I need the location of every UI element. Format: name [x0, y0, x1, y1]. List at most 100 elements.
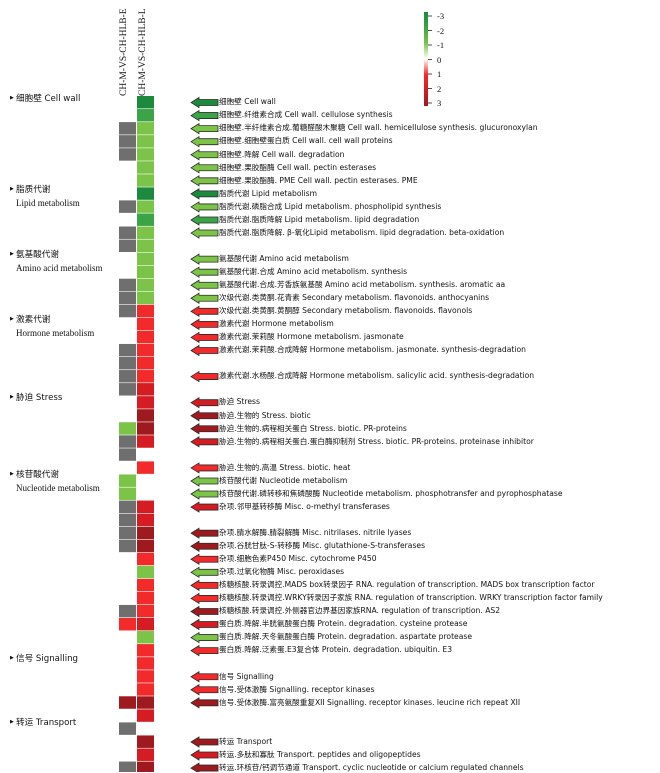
heatmap-cell-l — [137, 200, 154, 213]
heatmap-cell-e — [119, 122, 136, 135]
heatmap-cell-l — [137, 357, 154, 370]
pathway-label: 信号.受体激酶.富亮氨酸重复XII Signalling. receptor k… — [219, 697, 521, 707]
category-title: 核苷酸代谢 — [16, 470, 59, 480]
arrow-icon — [190, 201, 219, 213]
heatmap-cell-l — [137, 239, 154, 252]
heatmap-cell-e — [119, 539, 136, 553]
heatmap-cell-l — [137, 370, 154, 383]
pathway-label: 转运.环核苷/钙调节通道 Transport. cyclic nucleotid… — [219, 762, 524, 772]
category-title: 脂质代谢 — [16, 185, 51, 195]
pathway-label: 胁迫.生物的.病程相关蛋白 Stress. biotic. PR-protein… — [219, 423, 407, 433]
heatmap-cell-l — [137, 317, 154, 331]
legend-tick-label: 1 — [437, 69, 442, 79]
category-title: 细胞壁 Cell wall — [16, 94, 81, 104]
pathway-label: 核糖核酸.转录调控.MADS box转录因子 RNA. regulation o… — [219, 580, 595, 590]
heatmap-cell-e — [119, 474, 136, 487]
category-subtitle: Amino acid metabolism — [16, 263, 103, 273]
arrow-icon — [190, 462, 219, 474]
heatmap-cell-l — [137, 565, 154, 579]
pathway-label: 蛋白质.降解.半胱氨酸蛋白酶 Protein. degradation. cys… — [219, 619, 468, 629]
heatmap-cell-e — [119, 696, 136, 709]
pathway-label: 杂项.谷胱甘肽-S-转移酶 Misc. glutathione-S-transf… — [219, 541, 426, 550]
pathway-label: 脂质代谢.脂质降解 Lipid metabolism. lipid degrad… — [219, 214, 420, 224]
heatmap-cell-l — [137, 265, 154, 279]
heatmap-cell-l — [137, 422, 154, 435]
pathway-label: 核糖核酸.转录调控.WRKY转录因子家族 RNA. regulation of … — [219, 593, 603, 603]
heatmap-cell-l — [137, 604, 154, 618]
heatmap-cell-e — [119, 722, 136, 735]
bullet-icon: ▶ — [10, 394, 14, 400]
arrow-icon — [190, 684, 219, 696]
category-title: 胁迫 Stress — [16, 393, 63, 403]
heatmap-cell-l — [137, 135, 154, 148]
category-label: ▶ 转运 Transport — [10, 716, 76, 730]
pathway-label: 蛋白质.降解.泛素蛋.E3复合体 Protein. degradation. u… — [219, 645, 453, 655]
heatmap-cell-e — [119, 618, 136, 631]
arrow-icon — [190, 122, 219, 135]
arrow-icon — [190, 671, 219, 683]
heatmap-cell-e — [119, 422, 136, 435]
heatmap-cell-l — [137, 578, 154, 592]
heatmap-cell-e — [119, 304, 136, 318]
pathway-label: 激素代谢.茉莉酸 Hormone metabolism. jasmonate — [219, 332, 404, 342]
arrow-icon — [190, 279, 219, 291]
pathway-label: 激素代谢 Hormone metabolism — [219, 319, 334, 329]
heatmap-cell-l — [137, 761, 154, 772]
bullet-icon: ▶ — [10, 95, 14, 101]
pathway-label: 细胞壁 Cell wall — [219, 97, 276, 107]
heatmap-cell-l — [137, 696, 154, 709]
heatmap-cell-l — [137, 591, 154, 605]
arrow-icon — [190, 96, 219, 109]
category-subtitle: Hormone metabolism — [16, 328, 95, 338]
pathway-label: 转运 Transport — [219, 736, 273, 746]
heatmap-cell-e — [119, 291, 136, 305]
arrow-icon — [190, 605, 219, 618]
pathway-label: 胁迫 Stress — [219, 397, 260, 407]
heatmap-cell-e — [119, 239, 136, 252]
pathway-label: 氨基酸代谢.合成.芳香族氨基酸 Amino acid metabolism. s… — [219, 280, 506, 289]
pathway-label: 细胞壁.降解 Cell wall. degradation — [219, 149, 345, 159]
category-title: 转运 Transport — [16, 718, 77, 728]
heatmap-cell-l — [137, 161, 154, 174]
heatmap-cell-l — [137, 409, 154, 422]
category-subtitle: Nucleotide metabolism — [16, 483, 100, 493]
heatmap-cell-l — [137, 461, 154, 474]
pathway-label: 胁迫.生物的 Stress. biotic — [219, 410, 311, 420]
heatmap-cell-e — [119, 370, 136, 383]
pathway-label: 激素代谢.水杨酸.合成降解 Hormone metabolism. salicy… — [219, 371, 535, 381]
arrow-icon — [190, 188, 219, 200]
heatmap-cell-e — [119, 500, 136, 513]
pathway-label: 杂项.细胞色素P450 Misc. cytochrome P450 — [219, 554, 377, 564]
pathway-label: 激素代谢.茉莉酸.合成降解 Hormone metabolism. jasmon… — [219, 345, 526, 355]
pathway-label: 胁迫.生物的.高温 Stress. biotic. heat — [219, 462, 351, 472]
heatmap-cell-l — [137, 552, 154, 566]
category-title: 信号 Signalling — [16, 654, 78, 664]
arrow-icon — [190, 631, 219, 644]
arrow-icon — [190, 253, 219, 265]
heatmap-cell-e — [119, 604, 136, 618]
heatmap-cell-l — [137, 539, 154, 553]
arrow-icon — [190, 592, 219, 605]
category-title: 激素代谢 — [16, 315, 51, 325]
arrow-icon — [190, 475, 219, 487]
heatmap-cell-l — [137, 226, 154, 239]
heatmap-cell-l — [137, 644, 154, 657]
legend-tick-label: -2 — [437, 25, 445, 36]
legend-tick-label: -1 — [437, 40, 445, 50]
heatmap-cell-e — [119, 343, 136, 357]
pathway-label: 核苷酸代谢 Nucleotide metabolism — [219, 475, 348, 485]
heatmap-cell-l — [137, 148, 154, 161]
heatmap-cell-l — [137, 213, 154, 226]
heatmap-cell-e — [119, 226, 136, 239]
pathway-label: 转运.多肽和寡肽 Transport. peptides and oligope… — [219, 749, 421, 759]
pathway-label: 细胞壁.半纤维素合成.葡糖醛酸木聚糖 Cell wall. hemicellul… — [219, 123, 538, 133]
heatmap-cell-l — [137, 278, 154, 292]
heatmap-cell-l — [137, 396, 154, 409]
arrow-icon — [190, 162, 219, 174]
heatmap-cell-l — [137, 657, 154, 670]
arrow-icon — [190, 553, 219, 565]
bullet-icon: ▶ — [10, 655, 14, 661]
arrow-icon — [190, 370, 219, 383]
